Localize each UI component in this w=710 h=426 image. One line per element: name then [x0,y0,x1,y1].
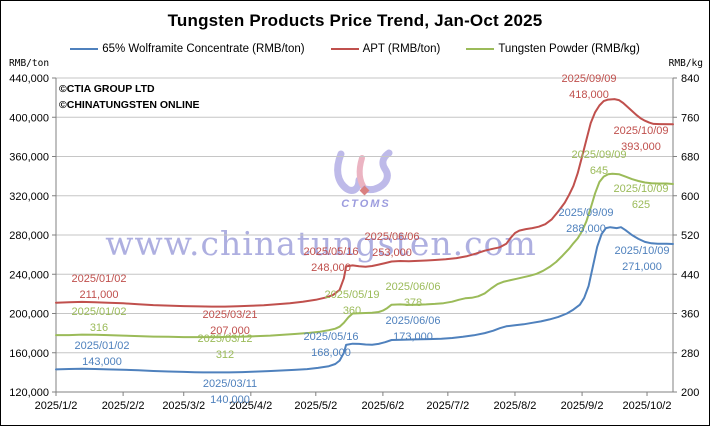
left-axis-tick-label: 160,000 [9,348,49,360]
legend-item-wolframite: 65% Wolframite Concentrate (RMB/ton) [70,43,305,55]
right-axis-tick-label: 840 [681,73,699,85]
x-axis-tick-label: 2025/6/2 [361,400,404,412]
powder-line-swatch [466,48,495,50]
x-axis-tick-label: 2025/5/2 [294,400,337,412]
right-axis-tick-label: 200 [681,387,699,399]
copyright-line1: ©CTIA GROUP LTD [59,83,155,95]
logo-text: CTOMS [341,198,391,210]
right-axis-tick-label: 440 [681,269,699,281]
legend-label: Tungsten Powder (RMB/kg) [498,43,640,55]
left-axis-tick-label: 320,000 [9,191,49,203]
series-line-65 [55,226,674,374]
x-axis-tick-label: 2025/9/2 [561,400,604,412]
x-axis-tick-label: 2025/3/2 [162,400,205,412]
x-axis-tick-label: 2025/4/2 [229,400,272,412]
x-axis-tick-label: 2025/10/2 [623,400,672,412]
logo-left-stroke [334,150,363,194]
ctoms-logo: CTOMS [334,149,393,210]
left-axis-unit: RMB/ton [9,58,50,69]
wolframite-line-swatch [70,48,99,50]
left-axis-tick-label: 120,000 [9,387,49,399]
right-axis-tick-label: 520 [681,230,699,242]
right-axis-tick-label: 280 [681,348,699,360]
right-axis-tick-label: 600 [681,191,699,203]
x-axis-tick-label: 2025/1/2 [35,400,78,412]
x-axis-tick-label: 2025/7/2 [426,400,469,412]
left-axis-tick-label: 200,000 [9,309,49,321]
legend-label: 65% Wolframite Concentrate (RMB/ton) [102,43,305,55]
left-axis-tick-label: 240,000 [9,269,49,281]
legend-item-powder: Tungsten Powder (RMB/kg) [466,43,640,55]
copyright-line2: ©CHINATUNGSTEN ONLINE [59,99,200,111]
copyright-text: ©CTIA GROUP LTD ©CHINATUNGSTEN ONLINE [59,81,200,113]
right-axis-tick-label: 680 [681,152,699,164]
x-axis-tick-label: 2025/2/2 [102,400,145,412]
left-axis-tick-label: 360,000 [9,152,49,164]
right-axis-unit: RMB/kg [668,58,703,69]
legend-label: APT (RMB/ton) [362,43,441,55]
legend: 65% Wolframite Concentrate (RMB/ton) APT… [1,43,709,55]
series-line-tungsten [55,172,674,339]
left-axis-tick-label: 400,000 [9,112,49,124]
right-axis-tick-label: 760 [681,112,699,124]
legend-item-apt: APT (RMB/ton) [330,43,441,55]
chart-title: Tungsten Products Price Trend, Jan-Oct 2… [167,11,543,30]
x-axis-tick-label: 2025/8/2 [494,400,537,412]
left-axis-tick-label: 440,000 [9,73,49,85]
left-axis-tick-label: 280,000 [9,230,49,242]
series-line-apt [55,98,674,308]
right-axis-tick-label: 360 [681,309,699,321]
apt-line-swatch [330,48,359,50]
